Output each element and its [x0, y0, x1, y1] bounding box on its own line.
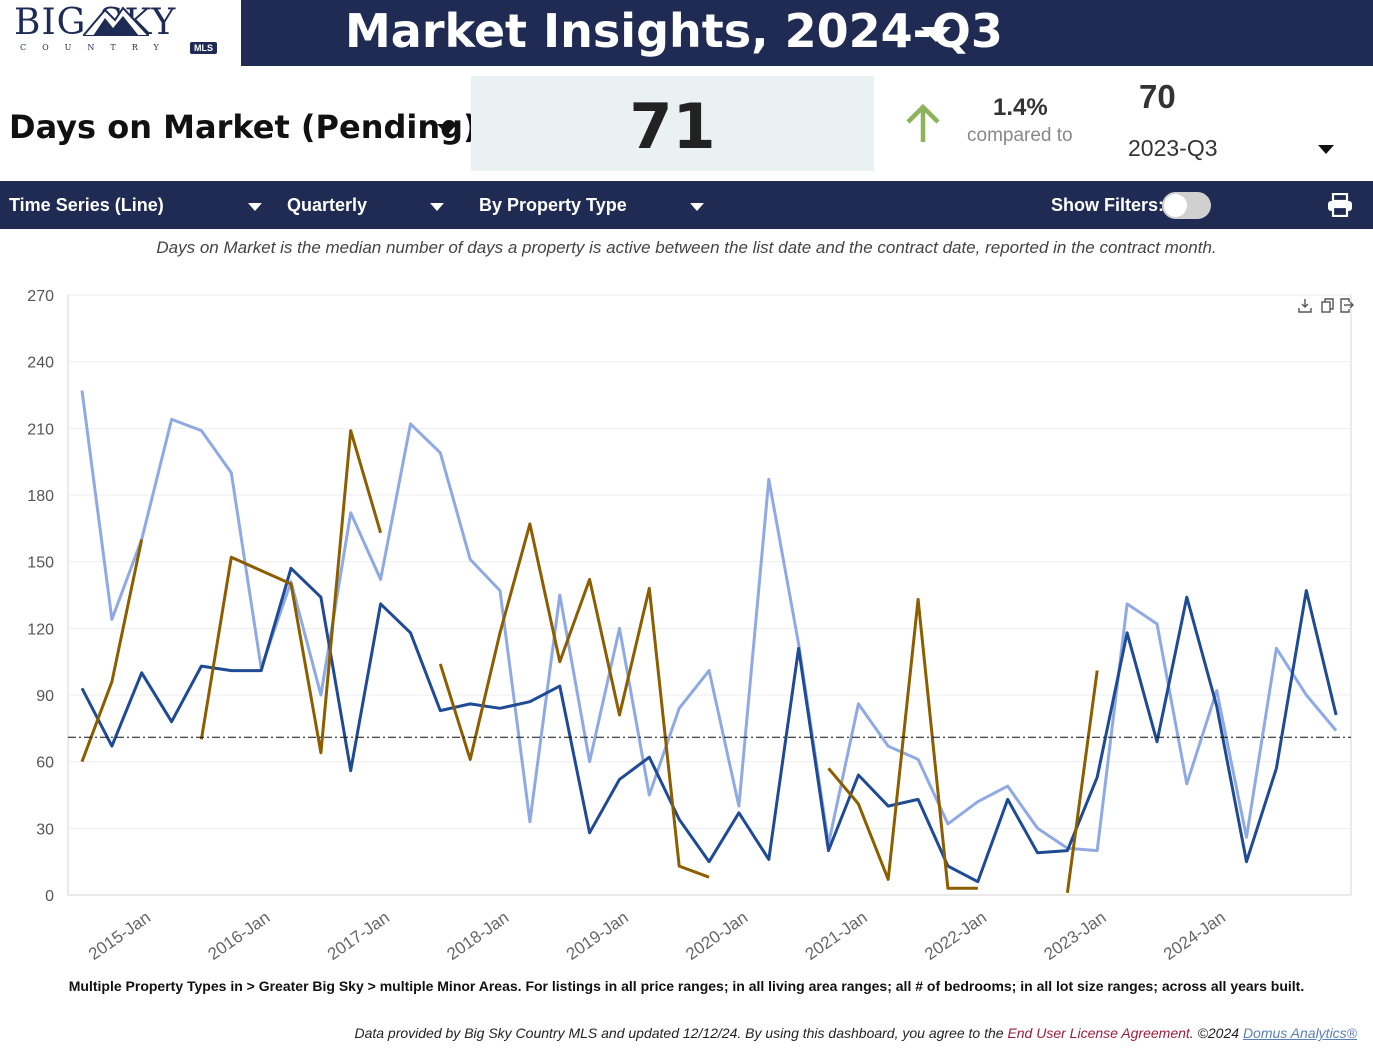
- comparison-period-selector[interactable]: 2023-Q3: [1128, 135, 1218, 161]
- series-line-3: [438, 522, 710, 879]
- metric-description: Days on Market is the median number of d…: [156, 238, 1217, 257]
- series-line-2: [80, 566, 1338, 884]
- y-tick-label: 180: [27, 488, 54, 505]
- logo-badge: MLS: [190, 42, 217, 54]
- y-tick-label: 30: [36, 821, 54, 838]
- domus-link[interactable]: Domus Analytics®: [1242, 1025, 1357, 1041]
- chart-type-chevron-icon[interactable]: [248, 203, 262, 211]
- data-credits: Data provided by Big Sky Country MLS and…: [354, 1025, 1357, 1041]
- plot-area: [67, 294, 1352, 896]
- title-bar: Market Insights, 2024-Q3: [241, 0, 1373, 66]
- eula-link[interactable]: End User License Agreement: [1007, 1025, 1190, 1041]
- y-tick-label: 210: [27, 421, 54, 438]
- x-tick-label: 2016-Jan: [204, 908, 273, 964]
- print-icon[interactable]: [1327, 193, 1353, 217]
- series-line-3: [1065, 670, 1099, 893]
- y-tick-label: 150: [27, 555, 54, 572]
- metric-selector[interactable]: Days on Market (Pending): [9, 108, 478, 146]
- y-tick-label: 60: [36, 755, 54, 772]
- page-title[interactable]: Market Insights, 2024-Q3: [345, 4, 1003, 58]
- export-icon[interactable]: [1340, 298, 1354, 313]
- copyright-text: . ©2024: [1189, 1025, 1243, 1041]
- metric-value: 71: [629, 90, 716, 163]
- download-icon[interactable]: [1298, 299, 1312, 313]
- toggle-knob: [1164, 194, 1187, 217]
- metric-dropdown-icon[interactable]: [437, 124, 457, 135]
- chart-tools: [1298, 298, 1354, 313]
- period-dropdown-icon[interactable]: [921, 27, 951, 42]
- compared-label: compared to: [967, 125, 1073, 146]
- x-tick-label: 2020-Jan: [682, 908, 751, 964]
- breakdown-dropdown[interactable]: By Property Type: [479, 195, 627, 215]
- time-series-chart: 0 30 60 90 120 150 180 210 240 270 2015-Jan 2016-J…: [27, 288, 1352, 964]
- y-tick-label: 240: [27, 355, 54, 372]
- breakdown-chevron-icon[interactable]: [690, 203, 704, 211]
- comparison-dropdown-icon[interactable]: [1318, 145, 1334, 154]
- metric-value-card: 71: [471, 76, 874, 171]
- logo-subtitle: COUNTRY: [20, 43, 175, 52]
- series-line-3: [80, 539, 144, 763]
- x-tick-label: 2017-Jan: [324, 908, 393, 964]
- x-tick-label: 2024-Jan: [1160, 908, 1229, 964]
- x-tick-label: 2015-Jan: [85, 908, 154, 964]
- interval-dropdown[interactable]: Quarterly: [287, 195, 368, 215]
- trend-up-arrow-icon: [906, 103, 940, 142]
- credits-text: Data provided by Big Sky Country MLS and…: [354, 1025, 1008, 1041]
- x-tick-label: 2018-Jan: [443, 908, 512, 964]
- filter-summary: Multiple Property Types in > Greater Big…: [68, 978, 1305, 994]
- chart-toolbar: Time Series (Line) Quarterly By Property…: [0, 181, 1373, 229]
- x-tick-label: 2021-Jan: [802, 908, 871, 964]
- brand-logo: BIG SKY COUNTRY MLS: [0, 0, 240, 66]
- x-tick-label: 2019-Jan: [563, 908, 632, 964]
- series-line-3: [827, 597, 978, 890]
- x-tick-label: 2022-Jan: [921, 908, 990, 964]
- y-tick-label: 270: [27, 288, 54, 305]
- change-percent: 1.4%: [993, 94, 1048, 121]
- show-filters-label: Show Filters:: [1051, 195, 1165, 215]
- series-line-1: [80, 390, 1338, 853]
- show-filters-toggle[interactable]: [1162, 192, 1211, 219]
- y-tick-label: 0: [45, 888, 54, 905]
- y-tick-label: 90: [36, 688, 54, 705]
- comparison-value: 70: [1139, 78, 1176, 115]
- mountain-logo-icon: [83, 6, 149, 36]
- copy-icon[interactable]: [1321, 298, 1334, 313]
- y-tick-label: 120: [27, 621, 54, 638]
- x-tick-label: 2023-Jan: [1041, 908, 1110, 964]
- interval-chevron-icon[interactable]: [430, 203, 444, 211]
- series-line-3: [199, 429, 383, 755]
- chart-type-dropdown[interactable]: Time Series (Line): [9, 195, 164, 215]
